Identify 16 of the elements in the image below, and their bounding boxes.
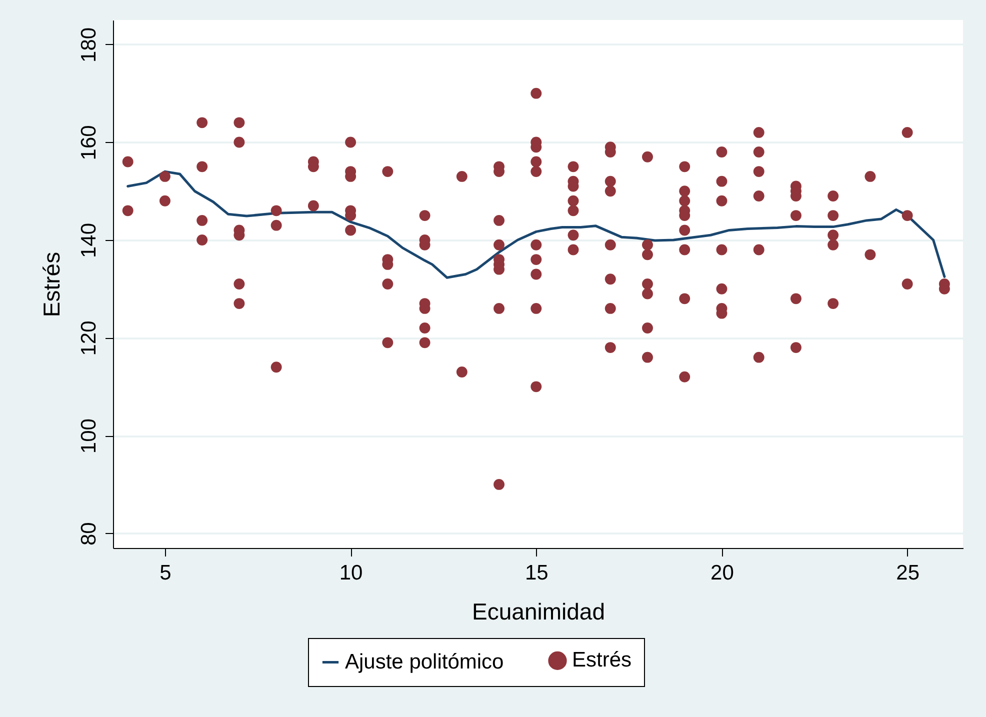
legend-label: Estrés [572, 648, 632, 672]
y-tick-label: 80 [78, 522, 100, 546]
x-axis-title: Ecuanimidad [472, 598, 605, 624]
y-tick-label: 140 [78, 222, 100, 258]
y-axis-title: Estrés [38, 252, 64, 318]
x-tick-label: 25 [896, 562, 920, 584]
y-tick-label: 180 [78, 27, 100, 62]
x-tick-label: 20 [710, 562, 734, 584]
y-tick-label: 120 [78, 320, 100, 356]
legend-label: Ajuste politómico [345, 650, 504, 674]
x-tick-label: 10 [339, 562, 363, 584]
y-tick-label: 100 [78, 418, 100, 454]
x-tick-label: 5 [160, 562, 172, 584]
line-series [126, 170, 946, 279]
y-tick-label: 160 [78, 125, 100, 160]
x-tick-label: 15 [524, 562, 548, 584]
